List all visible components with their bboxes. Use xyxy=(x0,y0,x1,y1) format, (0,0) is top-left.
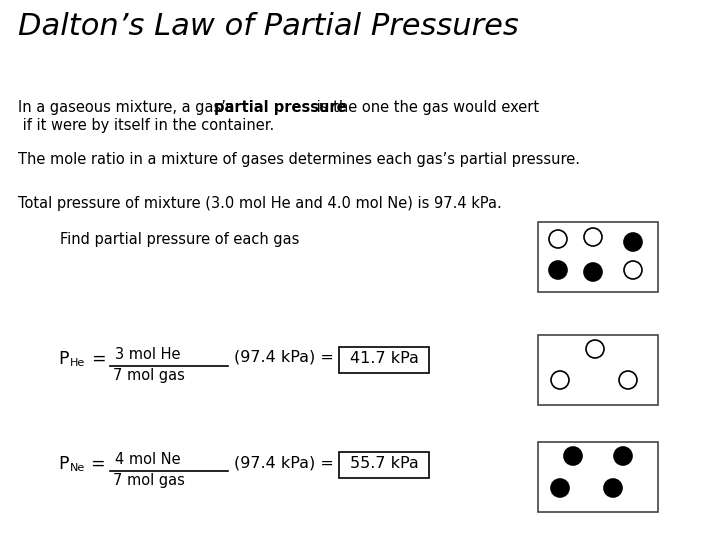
Text: Total pressure of mixture (3.0 mol He and 4.0 mol Ne) is 97.4 kPa.: Total pressure of mixture (3.0 mol He an… xyxy=(18,196,502,211)
Circle shape xyxy=(584,263,602,281)
Circle shape xyxy=(549,230,567,248)
Text: 41.7 kPa: 41.7 kPa xyxy=(350,351,418,366)
Text: (97.4 kPa) =: (97.4 kPa) = xyxy=(234,455,334,470)
Text: 4 mol Ne: 4 mol Ne xyxy=(115,452,181,467)
Bar xyxy=(538,222,658,292)
Text: partial pressure: partial pressure xyxy=(214,100,346,115)
Text: if it were by itself in the container.: if it were by itself in the container. xyxy=(18,118,274,133)
Text: In a gaseous mixture, a gas’s: In a gaseous mixture, a gas’s xyxy=(18,100,238,115)
Circle shape xyxy=(624,233,642,251)
Text: 7 mol gas: 7 mol gas xyxy=(113,368,185,383)
Text: The mole ratio in a mixture of gases determines each gas’s partial pressure.: The mole ratio in a mixture of gases det… xyxy=(18,152,580,167)
Circle shape xyxy=(604,479,622,497)
FancyBboxPatch shape xyxy=(339,347,429,373)
Circle shape xyxy=(614,447,632,465)
Text: 3 mol He: 3 mol He xyxy=(115,347,181,362)
Text: =: = xyxy=(90,455,104,473)
Text: Find partial pressure of each gas: Find partial pressure of each gas xyxy=(60,232,300,247)
Text: (97.4 kPa) =: (97.4 kPa) = xyxy=(234,350,334,365)
Text: P: P xyxy=(58,350,68,368)
Text: 55.7 kPa: 55.7 kPa xyxy=(350,456,418,471)
Circle shape xyxy=(564,447,582,465)
Text: He: He xyxy=(70,358,85,368)
Text: 7 mol gas: 7 mol gas xyxy=(113,473,185,488)
Circle shape xyxy=(584,228,602,246)
Text: Ne: Ne xyxy=(70,463,85,473)
Text: Dalton’s Law of Partial Pressures: Dalton’s Law of Partial Pressures xyxy=(18,12,518,41)
Text: P: P xyxy=(58,455,68,473)
Bar xyxy=(538,442,658,512)
Text: =: = xyxy=(91,350,106,368)
Circle shape xyxy=(586,340,604,358)
Circle shape xyxy=(551,371,569,389)
FancyBboxPatch shape xyxy=(339,452,429,478)
Bar xyxy=(538,335,658,405)
Circle shape xyxy=(549,261,567,279)
Circle shape xyxy=(551,479,569,497)
Text: is the one the gas would exert: is the one the gas would exert xyxy=(312,100,539,115)
Circle shape xyxy=(619,371,637,389)
Circle shape xyxy=(624,261,642,279)
